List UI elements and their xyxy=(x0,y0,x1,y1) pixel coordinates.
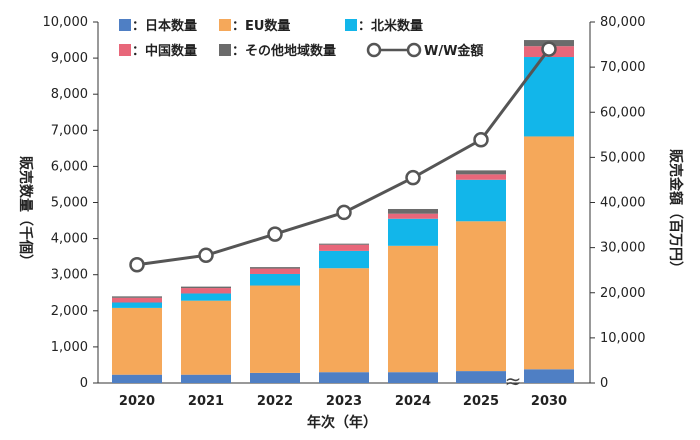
bar-segment-5 xyxy=(181,286,231,289)
y-left-tick-label: 6,000 xyxy=(51,159,88,174)
bar-segment-2 xyxy=(112,307,162,375)
bar-segment-1 xyxy=(112,374,162,383)
y-right-tick-label: 50,000 xyxy=(600,150,646,165)
y-left-tick-label: 10,000 xyxy=(43,15,89,30)
x-tick-label: 2021 xyxy=(188,394,224,409)
y-left-tick-label: 8,000 xyxy=(51,87,88,102)
legend-swatch xyxy=(119,44,131,56)
legend: ：日本数量 ：EU数量 ：北米数量 ：中国数量 ：その他地域数量 W/W金額 xyxy=(119,18,483,59)
legend-label: ：中国数量 xyxy=(132,43,197,59)
ticks-group: 0 1,000 2,000 3,000 4,000 5,000 6,000 7,000 8,00… xyxy=(43,15,646,409)
bar-segment-4 xyxy=(388,213,438,219)
y-right-tick-label: 20,000 xyxy=(600,286,646,301)
bar-segment-2 xyxy=(181,300,231,375)
y-axis-right-label: 販売金額（百万円） xyxy=(667,149,684,275)
legend-label: ：北米数量 xyxy=(358,18,423,34)
legend-line-marker xyxy=(406,42,422,58)
y-right-tick-label: 10,000 xyxy=(600,331,646,346)
x-tick-label: 2020 xyxy=(119,394,155,409)
x-tick-label: 2030 xyxy=(531,394,567,409)
bar-segment-4 xyxy=(181,288,231,294)
y-left-tick-label: 1,000 xyxy=(51,340,88,355)
bar-segment-2 xyxy=(250,285,300,373)
bar-segment-5 xyxy=(112,296,162,298)
y-axis-left-label: 販売数量（千個） xyxy=(17,156,34,268)
bar-segment-4 xyxy=(112,297,162,303)
line-group xyxy=(129,41,557,273)
line-point xyxy=(541,41,557,57)
bar-segment-1 xyxy=(181,374,231,383)
y-right-tick-label: 60,000 xyxy=(600,105,646,120)
bar-segment-3 xyxy=(319,250,369,269)
legend-swatch xyxy=(119,19,131,31)
x-axis-label: 年次（年） xyxy=(307,414,377,431)
y-left-tick-label: 3,000 xyxy=(51,268,88,283)
bars-group xyxy=(112,40,574,383)
legend-line-marker xyxy=(366,42,382,58)
line-point xyxy=(267,226,283,242)
legend-label: ：その他地域数量 xyxy=(232,43,336,59)
legend-label: W/W金額 xyxy=(424,43,483,59)
bar-segment-1 xyxy=(388,372,438,383)
y-left-tick-label: 0 xyxy=(80,376,88,391)
y-left-tick-label: 9,000 xyxy=(51,51,88,66)
bar-segment-4 xyxy=(456,174,506,180)
bar-segment-5 xyxy=(456,170,506,175)
bar-segment-3 xyxy=(250,273,300,286)
bar-segment-1 xyxy=(250,372,300,383)
x-tick-label: 2022 xyxy=(257,394,293,409)
bar-segment-5 xyxy=(319,243,369,245)
x-tick-label: 2025 xyxy=(463,394,499,409)
legend-label: ：日本数量 xyxy=(132,18,197,34)
y-right-tick-label: 70,000 xyxy=(600,60,646,75)
y-left-tick-label: 4,000 xyxy=(51,232,88,247)
line-point xyxy=(198,247,214,264)
line-point xyxy=(405,169,421,186)
bar-segment-1 xyxy=(456,371,506,383)
bar-segment-4 xyxy=(319,244,369,251)
bar-segment-1 xyxy=(319,372,369,383)
y-right-tick-label: 30,000 xyxy=(600,241,646,256)
x-tick-label: 2024 xyxy=(395,394,431,409)
y-right-tick-label: 40,000 xyxy=(600,196,646,211)
bar-segment-3 xyxy=(524,57,574,137)
bar-segment-5 xyxy=(388,208,438,214)
line-point xyxy=(336,204,352,221)
y-left-tick-label: 7,000 xyxy=(51,123,88,138)
y-right-tick-label: 80,000 xyxy=(600,15,646,30)
bar-segment-3 xyxy=(112,302,162,308)
legend-swatch xyxy=(219,44,231,56)
bar-segment-5 xyxy=(250,267,300,269)
bar-segment-1 xyxy=(524,369,574,383)
legend-swatch xyxy=(219,19,231,31)
bar-segment-3 xyxy=(388,218,438,246)
legend-swatch xyxy=(345,19,357,31)
bar-segment-2 xyxy=(388,245,438,373)
bar-segment-2 xyxy=(524,136,574,370)
line-point xyxy=(129,257,145,273)
bar-segment-4 xyxy=(250,268,300,274)
y-left-tick-label: 2,000 xyxy=(51,304,88,319)
x-tick-label: 2023 xyxy=(326,394,362,409)
y-left-tick-label: 5,000 xyxy=(51,196,88,211)
line-point xyxy=(473,132,489,148)
legend-label: ：EU数量 xyxy=(232,18,290,34)
axis-break-marker: ≈ xyxy=(505,369,522,393)
bar-segment-3 xyxy=(181,293,231,301)
bar-segment-2 xyxy=(319,268,369,373)
y-right-tick-label: 0 xyxy=(600,376,608,391)
bar-segment-2 xyxy=(456,221,506,372)
bar-segment-3 xyxy=(456,179,506,222)
